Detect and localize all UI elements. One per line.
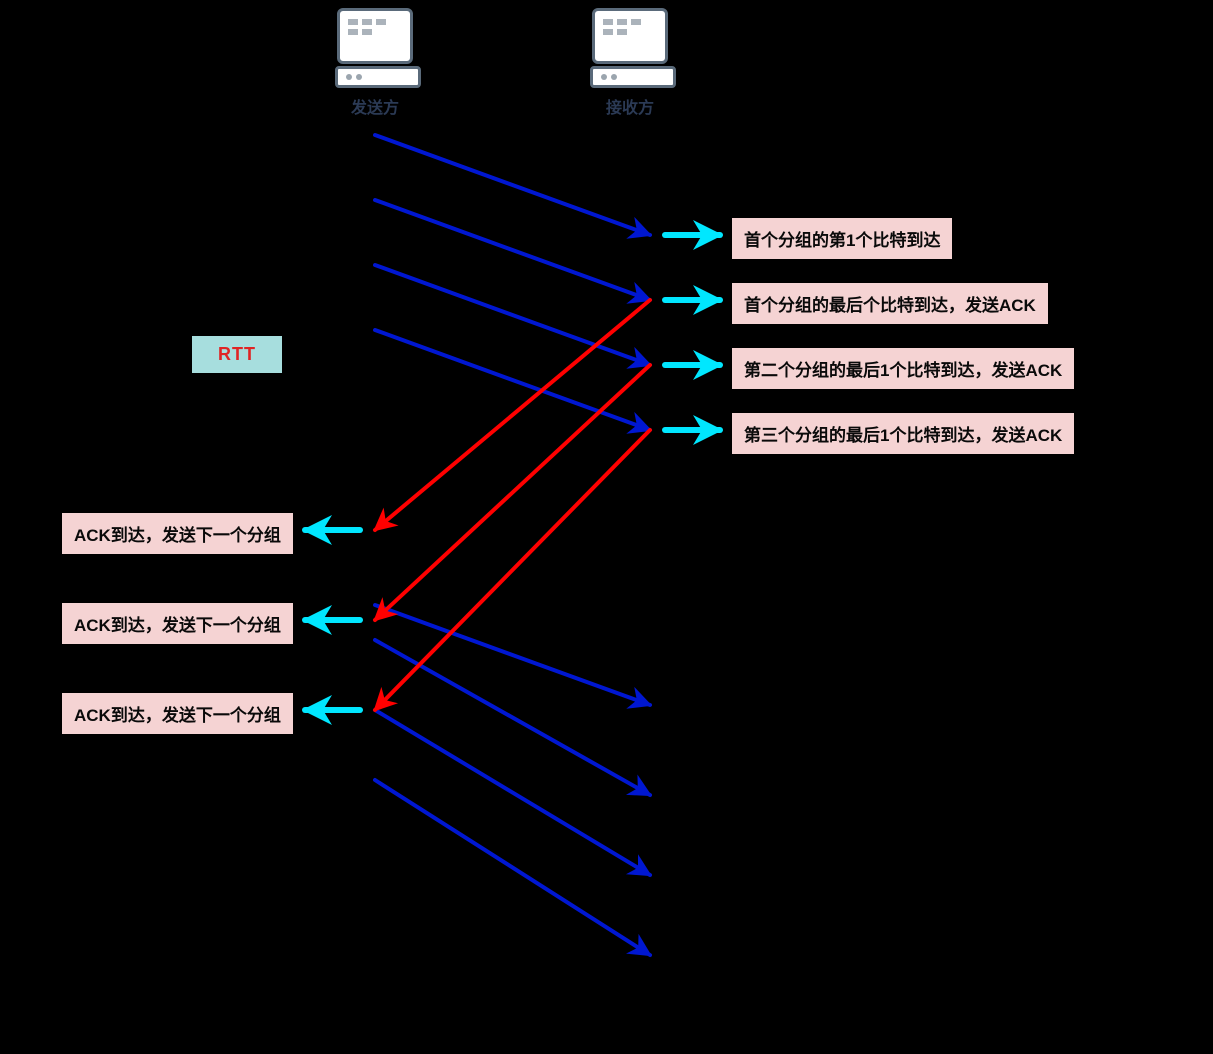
sender-computer-icon: 发送方 (335, 8, 415, 118)
data-packet-arrow (375, 200, 650, 300)
ack-arrow (375, 365, 650, 620)
receiver-event-label: 第三个分组的最后1个比特到达，发送ACK (730, 411, 1076, 456)
data-packet-arrow (375, 710, 650, 875)
computer-base-icon (590, 66, 676, 88)
data-packet-arrow (375, 135, 650, 235)
diagram-stage: 发送方 接收方 RTT 首个分组的第1个比特到达首个分组的最后个比特到达，发送A… (0, 0, 1213, 1054)
data-packet-arrow (375, 605, 650, 705)
receiver-label: 接收方 (590, 94, 670, 118)
data-packet-arrow (375, 780, 650, 955)
monitor-icon (337, 8, 413, 64)
data-packet-arrow (375, 330, 650, 430)
sender-event-label: ACK到达，发送下一个分组 (60, 511, 295, 556)
receiver-event-label: 第二个分组的最后1个比特到达，发送ACK (730, 346, 1076, 391)
sender-event-label: ACK到达，发送下一个分组 (60, 601, 295, 646)
computer-base-icon (335, 66, 421, 88)
monitor-icon (592, 8, 668, 64)
rtt-badge: RTT (190, 334, 284, 375)
receiver-event-label: 首个分组的最后个比特到达，发送ACK (730, 281, 1050, 326)
data-packet-arrow (375, 640, 650, 795)
ack-arrow (375, 300, 650, 530)
receiver-event-label: 首个分组的第1个比特到达 (730, 216, 954, 261)
receiver-computer-icon: 接收方 (590, 8, 670, 118)
sender-label: 发送方 (335, 94, 415, 118)
ack-arrow (375, 430, 650, 710)
data-packet-arrow (375, 265, 650, 365)
sender-event-label: ACK到达，发送下一个分组 (60, 691, 295, 736)
